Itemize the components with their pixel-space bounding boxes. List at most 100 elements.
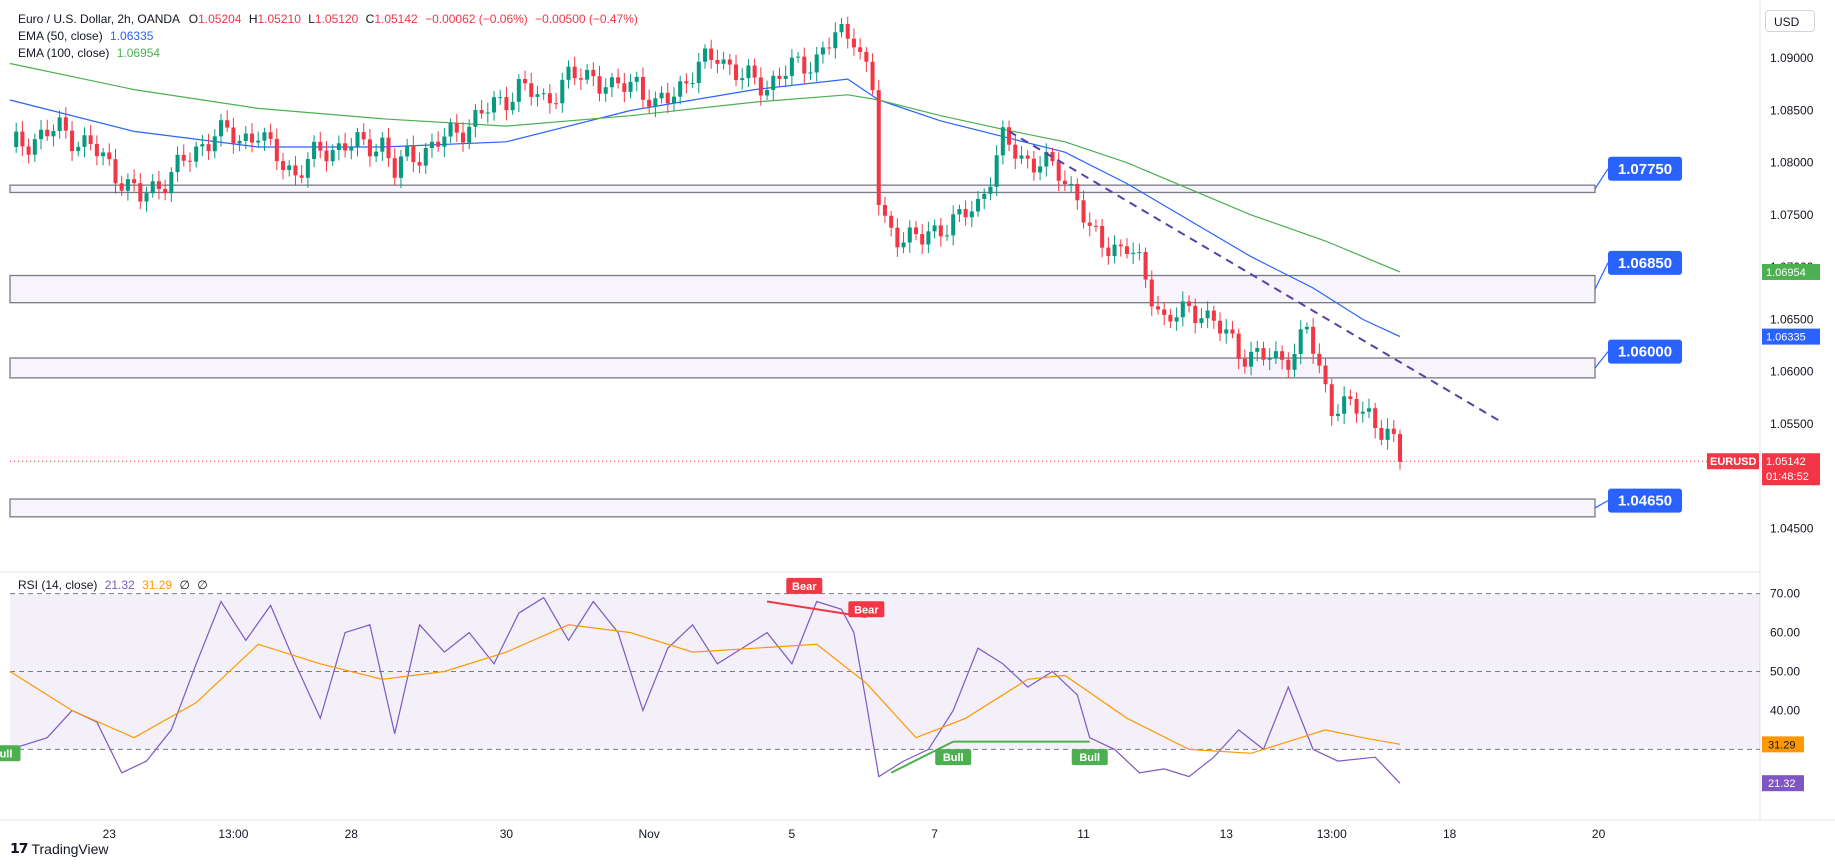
level-connector [1594,500,1609,509]
support-resistance-levels: 1.07750 1.06850 1.06000 1.04650 [9,156,1682,518]
candle-body [1354,398,1359,414]
candle-body [318,141,323,151]
rsi-ma-line [9,624,1401,754]
candle-body [1031,158,1036,173]
candle-body [833,32,838,49]
ema100-axis-value: 1.06954 [1766,267,1806,279]
candle-body [913,227,918,235]
candle-body [944,235,950,237]
candle-body [665,92,670,104]
candle-body [212,136,217,152]
level-label: 1.04650 [1618,493,1672,510]
candle-body [94,143,99,157]
candle-body [783,75,788,79]
candle-body [1081,200,1086,223]
candle-body [26,146,31,155]
candle-body [1249,351,1254,367]
candle-body [1292,353,1297,370]
candle-body [330,150,335,162]
candle-body [218,120,223,137]
candle-body [1304,326,1309,330]
candle-body [132,179,137,184]
candle-body [640,76,645,100]
candle-body [187,160,192,162]
candle-body [1131,252,1136,254]
ema50-axis-tag [1762,328,1820,345]
candle-body [938,225,943,237]
candle-body [1199,318,1204,324]
ema100-legend[interactable]: EMA (100, close) 1.06954 [18,45,160,62]
symbol-title[interactable]: Euro / U.S. Dollar, 2h, OANDA [18,12,180,26]
candle-body [752,65,757,78]
candle-body [901,242,906,248]
candle-body [820,47,825,55]
candle-body [194,146,199,162]
currency-button[interactable]: USD [1765,10,1815,32]
candle-body [1075,183,1080,201]
rsi-ma-axis-tag [1762,736,1804,753]
candle-body [1385,428,1390,440]
ema50-label: EMA (50, close) [18,29,103,43]
rsi-label: RSI (14, close) [18,578,98,592]
level-connector [1594,351,1609,369]
candle-body [709,48,714,60]
candle-body [864,51,869,62]
tradingview-logo[interactable]: 𝟭𝟳 TradingView [10,840,109,857]
bull-signal-tag [1071,749,1108,766]
candle-body [119,183,124,191]
level-zone [9,357,1596,379]
candle-body [32,139,37,155]
candle-body [1112,244,1117,257]
bear-signal-label: Bear [792,581,817,593]
candle-body [1391,428,1396,434]
bear-signal-label: Bear [854,604,879,616]
ema50-axis-value: 1.06335 [1766,332,1806,344]
candle-body [398,156,403,178]
trendline [1008,130,1500,422]
tradingview-logo-icon: 𝟭𝟳 [10,840,29,856]
candle-body [125,179,130,191]
candle-body [355,132,360,147]
candle-body [516,78,521,102]
rsi-extra1: ∅ [179,578,190,592]
candle-body [1298,329,1303,354]
candle-body [609,77,614,88]
candle-body [839,24,844,33]
candle-body [200,144,205,147]
candle-body [498,97,503,99]
candle-body [585,69,590,80]
time-axis-tick: 5 [789,827,796,841]
candle-body [39,129,44,140]
candle-body [876,90,881,206]
candle-body [138,183,143,202]
ema50-legend[interactable]: EMA (50, close) 1.06335 [18,28,153,45]
candle-body [82,135,87,147]
candle-body [1007,127,1012,145]
trendline-line [1008,130,1500,422]
time-axis-tick: 23 [103,827,117,841]
rsi-legend[interactable]: RSI (14, close) 21.32 31.29 ∅ ∅ [18,577,208,594]
candle-body [671,96,676,104]
candle-body [1137,252,1142,254]
candle-body [442,136,447,147]
candle-body [367,139,372,157]
candle-body [771,75,776,91]
bear-signal-tag [786,577,823,594]
candle-body [1342,396,1347,414]
candle-body [1044,152,1049,167]
candle-body [479,110,484,114]
candle-body [777,75,782,79]
candle-body [690,83,695,85]
time-axis-tick: 20 [1592,827,1606,841]
candle-body [504,97,509,111]
rsi-axis-tick: 40.00 [1770,703,1800,717]
price-axis-tick: 1.09000 [1770,51,1814,65]
candle-body [982,193,987,199]
rsi-ma-axis-tag-value: 31.29 [1768,739,1796,751]
candle-body [535,94,540,97]
candle-body [256,140,261,143]
candle-body [1174,317,1179,322]
candle-body [696,61,701,84]
candle-body [616,77,621,84]
